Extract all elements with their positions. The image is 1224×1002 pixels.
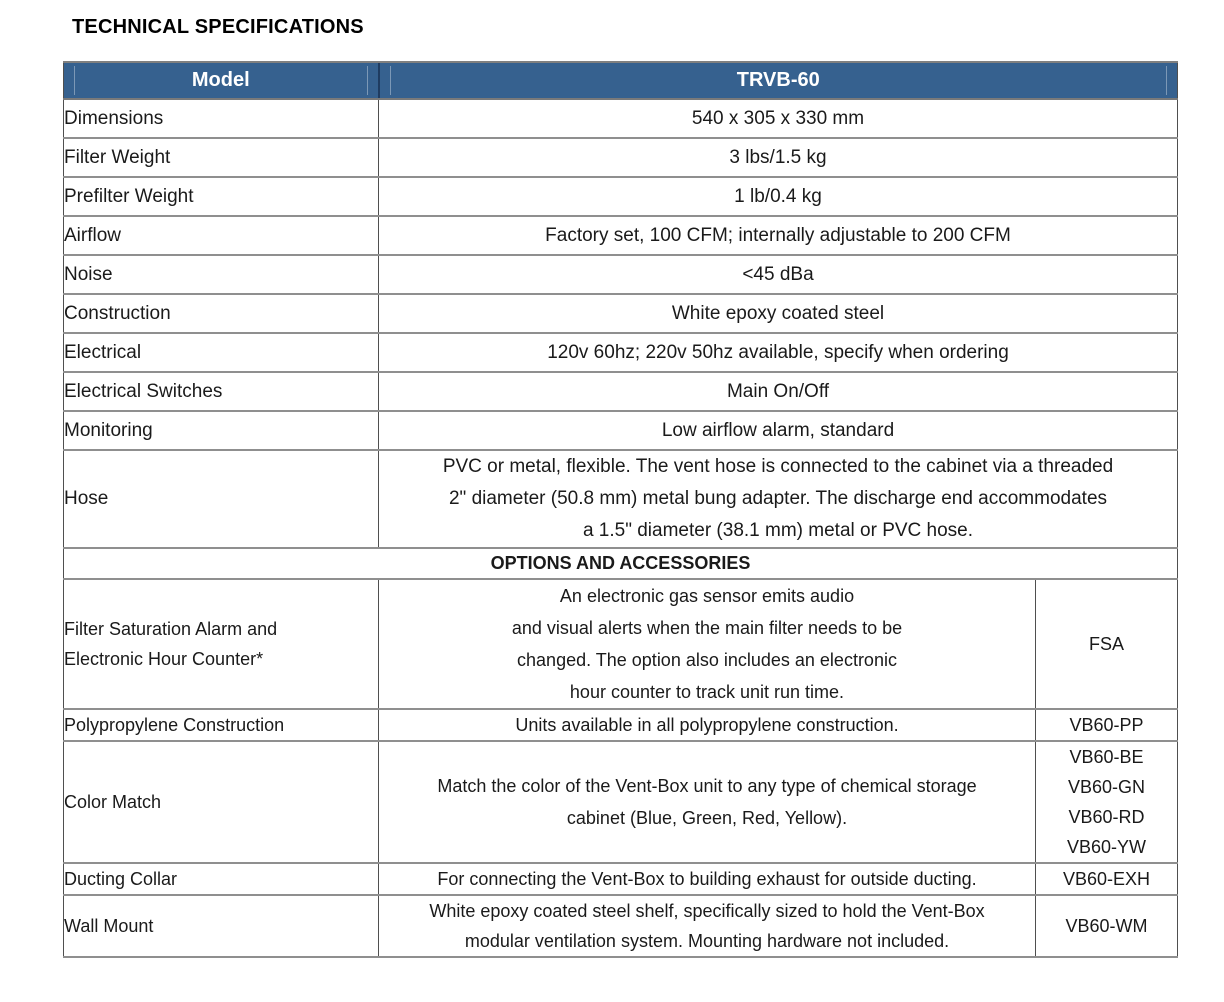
row-value-noise: <45 dBa (378, 254, 1178, 295)
row-label-prefilter-weight: Prefilter Weight (63, 176, 379, 217)
row-label-construction: Construction (63, 293, 379, 334)
row-value-electrical: 120v 60hz; 220v 50hz available, specify … (378, 332, 1178, 373)
table-row: Prefilter Weight 1 lb/0.4 kg (63, 176, 1178, 217)
row-label-airflow: Airflow (63, 215, 379, 256)
table-row: Monitoring Low airflow alarm, standard (63, 410, 1178, 451)
option-code-vb60-be: VB60-BE (1069, 747, 1144, 767)
option-description-line: hour counter to track unit run time. (569, 682, 845, 702)
option-description-polypropylene: Units available in all polypropylene con… (378, 708, 1036, 742)
option-description-wall-mount: White epoxy coated steel shelf, specific… (378, 894, 1036, 958)
option-label-line: Electronic Hour Counter* (64, 649, 264, 669)
option-label-line: Filter Saturation Alarm and (64, 619, 278, 639)
option-code-vb60-rd: VB60-RD (1068, 807, 1145, 827)
row-value-construction: White epoxy coated steel (378, 293, 1178, 334)
header-cell-model: Model (63, 61, 379, 100)
option-description-line: An electronic gas sensor emits audio (559, 586, 855, 606)
row-label-hose: Hose (63, 449, 379, 549)
option-description-ducting-collar: For connecting the Vent-Box to building … (378, 862, 1036, 896)
row-value-monitoring: Low airflow alarm, standard (378, 410, 1178, 451)
option-codes-color-match: VB60-BE VB60-GN VB60-RD VB60-YW (1035, 740, 1178, 864)
row-label-electrical-switches: Electrical Switches (63, 371, 379, 412)
row-label-electrical: Electrical (63, 332, 379, 373)
option-description-line: changed. The option also includes an ele… (517, 650, 897, 670)
table-row: Filter Saturation Alarm and Electronic H… (63, 578, 1178, 710)
option-label-polypropylene: Polypropylene Construction (63, 708, 379, 742)
section-header: OPTIONS AND ACCESSORIES (63, 547, 1178, 580)
option-description-line: Match the color of the Vent-Box unit to … (437, 776, 977, 796)
row-label-dimensions: Dimensions (63, 98, 379, 139)
header-cell-model-number: TRVB-60 (377, 61, 1178, 100)
option-code-vb60-exh: VB60-EXH (1035, 862, 1178, 896)
row-value-electrical-switches: Main On/Off (378, 371, 1178, 412)
row-value-hose: PVC or metal, flexible. The vent hose is… (378, 449, 1178, 549)
option-code-vb60-wm: VB60-WM (1035, 894, 1178, 958)
option-label-filter-saturation-alarm: Filter Saturation Alarm and Electronic H… (63, 578, 379, 710)
row-value-prefilter-weight: 1 lb/0.4 kg (378, 176, 1178, 217)
option-label-wall-mount: Wall Mount (63, 894, 379, 958)
hose-line: PVC or metal, flexible. The vent hose is… (442, 456, 1114, 477)
option-description-line: cabinet (Blue, Green, Red, Yellow). (566, 808, 848, 828)
spec-table: Model TRVB-60 Dimensions 540 x 305 x 330… (63, 61, 1178, 958)
option-description-line: and visual alerts when the main filter n… (511, 618, 903, 638)
table-row: Electrical Switches Main On/Off (63, 371, 1178, 412)
option-description-line: White epoxy coated steel shelf, specific… (429, 901, 985, 921)
option-label-ducting-collar: Ducting Collar (63, 862, 379, 896)
option-description-color-match: Match the color of the Vent-Box unit to … (378, 740, 1036, 864)
page-title: TECHNICAL SPECIFICATIONS (72, 16, 364, 38)
table-row: Noise <45 dBa (63, 254, 1178, 295)
table-row: Airflow Factory set, 100 CFM; internally… (63, 215, 1178, 256)
row-value-filter-weight: 3 lbs/1.5 kg (378, 137, 1178, 178)
table-row: Polypropylene Construction Units availab… (63, 708, 1178, 742)
table-row: Wall Mount White epoxy coated steel shel… (63, 894, 1178, 958)
hose-line: a 1.5" diameter (38.1 mm) metal or PVC h… (582, 520, 974, 541)
option-description-filter-saturation-alarm: An electronic gas sensor emits audio and… (378, 578, 1036, 710)
table-row: Ducting Collar For connecting the Vent-B… (63, 862, 1178, 896)
option-code-vb60-pp: VB60-PP (1035, 708, 1178, 742)
section-header-row: OPTIONS AND ACCESSORIES (63, 547, 1178, 580)
table-row: Color Match Match the color of the Vent-… (63, 740, 1178, 864)
table-row: Construction White epoxy coated steel (63, 293, 1178, 334)
table-row: Electrical 120v 60hz; 220v 50hz availabl… (63, 332, 1178, 373)
option-code-vb60-gn: VB60-GN (1067, 777, 1146, 797)
table-row: Hose PVC or metal, flexible. The vent ho… (63, 449, 1178, 549)
option-description-line: modular ventilation system. Mounting har… (464, 931, 950, 951)
table-row: Filter Weight 3 lbs/1.5 kg (63, 137, 1178, 178)
row-value-dimensions: 540 x 305 x 330 mm (378, 98, 1178, 139)
option-label-color-match: Color Match (63, 740, 379, 864)
table-header-row: Model TRVB-60 (63, 61, 1178, 100)
option-code-vb60-yw: VB60-YW (1066, 837, 1147, 857)
hose-line: 2" diameter (50.8 mm) metal bung adapter… (448, 488, 1108, 509)
table-row: Dimensions 540 x 305 x 330 mm (63, 98, 1178, 139)
row-label-filter-weight: Filter Weight (63, 137, 379, 178)
row-label-monitoring: Monitoring (63, 410, 379, 451)
option-code-fsa: FSA (1035, 578, 1178, 710)
row-value-airflow: Factory set, 100 CFM; internally adjusta… (378, 215, 1178, 256)
row-label-noise: Noise (63, 254, 379, 295)
